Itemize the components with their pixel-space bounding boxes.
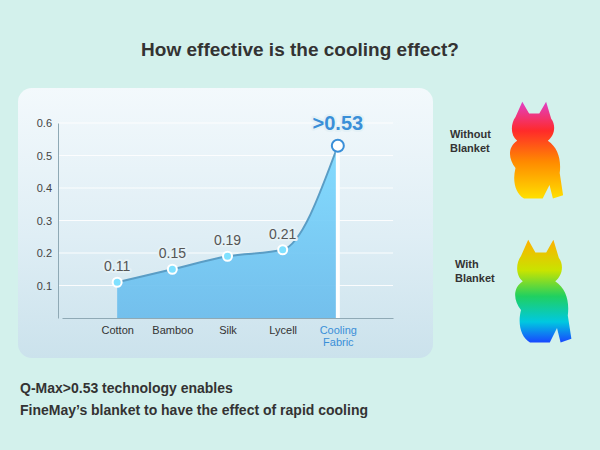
y-tick: 0.3 [37, 215, 58, 227]
data-label: 0.11 [104, 258, 130, 274]
data-label: 0.15 [159, 245, 186, 261]
annotation: With Blanket [455, 258, 495, 284]
annotation: Without Blanket [450, 128, 491, 154]
y-axis: 0.1 0.2 0.3 0.4 0.5 0.6 [37, 117, 59, 318]
x-tick: CoolingFabric [320, 318, 357, 348]
point [223, 252, 232, 261]
x-tick: Cotton [101, 318, 133, 336]
panel [18, 88, 433, 358]
title: How effective is the cooling effect? [141, 39, 459, 60]
point [278, 245, 287, 254]
data-label: 0.19 [214, 232, 241, 248]
x-axis-line [63, 318, 394, 319]
text-line: Blanket [455, 272, 495, 284]
text-line: Fabric [323, 336, 354, 348]
x-tick: Silk [219, 318, 237, 336]
x-tick-label: CoolingFabric [320, 324, 357, 349]
dog-with-blanket [515, 240, 571, 343]
y-tick: 0.2 [37, 247, 58, 259]
point [168, 265, 177, 274]
point [332, 140, 344, 152]
plot-marks [113, 140, 344, 318]
y-tick: 0.4 [37, 182, 58, 194]
x-tick: Bamboo [152, 318, 193, 336]
chart-root: How effective is the cooling effect?0.10… [0, 0, 600, 450]
y-tick: 0.1 [37, 280, 58, 292]
x-axis: Cotton Bamboo Silk Lycell CoolingFabric [63, 318, 394, 348]
background [0, 0, 600, 450]
y-tick-label: 0.4 [37, 182, 52, 194]
y-tick-label: 0.6 [37, 117, 52, 129]
y-tick-label: 0.5 [37, 150, 52, 162]
y-axis-line [58, 124, 59, 319]
area-line [117, 146, 338, 283]
y-tick: 0.6 [37, 117, 58, 129]
footnote: Q-Max>0.53 technology enables [20, 380, 233, 396]
footnote: FineMay’s blanket to have the effect of … [20, 402, 368, 418]
grid-line [58, 220, 393, 221]
text-line: Without [450, 128, 491, 140]
y-tick-label: 0.1 [37, 280, 52, 292]
x-tick-label: Silk [219, 324, 237, 336]
data-labels: 0.11 0.15 0.19 0.21 >0.53 [104, 112, 363, 275]
text-line: Cooling [320, 324, 357, 336]
y-tick-label: 0.3 [37, 215, 52, 227]
y-tick: 0.5 [37, 150, 58, 162]
x-tick: Lycell [269, 318, 297, 336]
text-line: Blanket [450, 142, 490, 154]
dog-without-blanket [510, 102, 563, 199]
x-tick-label: Lycell [269, 324, 297, 336]
point [113, 278, 122, 287]
data-label: 0.21 [269, 226, 296, 242]
x-tick-label: Cotton [101, 324, 133, 336]
highlight-stem [336, 146, 340, 318]
x-tick-label: Bamboo [152, 324, 193, 336]
data-label: >0.53 [313, 112, 364, 134]
grid [58, 123, 393, 286]
y-tick-label: 0.2 [37, 247, 52, 259]
text-line: With [455, 258, 479, 270]
grid-line [58, 187, 393, 188]
grid-line [58, 155, 393, 156]
area [117, 146, 338, 318]
